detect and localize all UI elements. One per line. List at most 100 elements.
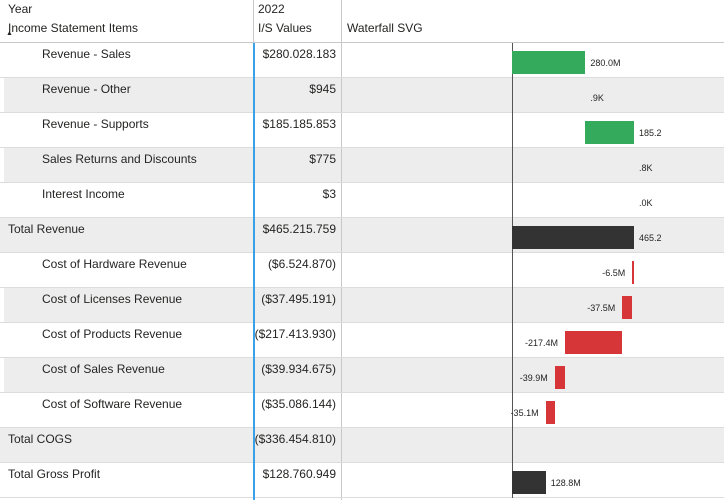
waterfall-cell: 465.2 — [342, 218, 724, 253]
table-row[interactable]: Interest Income $3 .0K — [0, 183, 724, 218]
waterfall-bar — [545, 401, 555, 424]
table-row[interactable]: Cost of Products Revenue ($217.413.930) -2… — [0, 323, 724, 358]
table-row[interactable]: Total Gross Profit $128.760.949 128.8M — [0, 463, 724, 498]
row-value: $465.215.759 — [262, 222, 336, 236]
waterfall-data-label: .8K — [639, 163, 653, 173]
waterfall-bar — [622, 296, 633, 319]
year-label: Year — [8, 2, 33, 16]
row-background — [4, 78, 253, 112]
waterfall-bar — [512, 51, 586, 74]
column-divider[interactable] — [341, 0, 342, 500]
selection-highlight-line — [253, 43, 255, 500]
table-row[interactable]: Sales Returns and Discounts $775 .8K — [0, 148, 724, 183]
table-row[interactable]: Total Revenue $465.215.759 465.2 — [0, 218, 724, 253]
row-value: ($336.454.810) — [254, 432, 336, 446]
waterfall-bar — [565, 331, 623, 354]
waterfall-data-label: 128.8M — [550, 478, 581, 488]
waterfall-cell: -35.1M — [342, 393, 724, 428]
row-background — [342, 148, 724, 182]
row-background — [254, 288, 341, 322]
waterfall-cell: -39.9M — [342, 358, 724, 393]
waterfall-data-label: 465.2 — [639, 233, 662, 243]
waterfall-data-label: -217.4M — [525, 338, 559, 348]
table-row[interactable]: Cost of Hardware Revenue ($6.524.870) -6.5… — [0, 253, 724, 288]
row-label: Revenue - Other — [42, 82, 131, 96]
sort-ascending-icon[interactable]: ▲ — [6, 30, 13, 37]
waterfall-bar — [632, 261, 635, 284]
waterfall-data-label: -35.1M — [510, 408, 539, 418]
waterfall-cell: -6.5M — [342, 253, 724, 288]
table-row[interactable]: Total COGS ($336.454.810) — [0, 428, 724, 463]
row-background — [342, 428, 724, 462]
row-background — [254, 218, 341, 252]
waterfall-data-label: .9K — [590, 93, 604, 103]
row-label: Revenue - Sales — [42, 47, 131, 61]
waterfall-axis — [512, 253, 513, 288]
waterfall-bar — [554, 366, 566, 389]
row-value: $128.760.949 — [262, 467, 336, 481]
table-row[interactable]: Cost of Licenses Revenue ($37.495.191) -37… — [0, 288, 724, 323]
waterfall-data-label: -37.5M — [587, 303, 616, 313]
waterfall-bar — [585, 121, 634, 144]
row-value: ($35.086.144) — [261, 397, 336, 411]
waterfall-data-label: .0K — [639, 198, 653, 208]
table-row[interactable]: Cost of Sales Revenue ($39.934.675) -39.9M — [0, 358, 724, 393]
column-header-values[interactable]: I/S Values — [258, 21, 312, 35]
row-background — [4, 358, 253, 392]
table-row[interactable]: Revenue - Supports $185.185.853 185.2 — [0, 113, 724, 148]
row-background — [0, 218, 253, 252]
row-label: Interest Income — [42, 187, 125, 201]
header-row-year: Year 2022 — [0, 0, 724, 18]
year-value: 2022 — [258, 2, 285, 16]
waterfall-bar — [512, 471, 546, 494]
row-label: Cost of Software Revenue — [42, 397, 183, 411]
waterfall-axis — [512, 393, 513, 428]
row-background — [342, 288, 724, 322]
row-value: $775 — [309, 152, 336, 166]
row-label: Sales Returns and Discounts — [42, 152, 197, 166]
waterfall-data-label: -6.5M — [602, 268, 626, 278]
waterfall-axis — [512, 428, 513, 463]
table-row[interactable]: Revenue - Other $945 .9K — [0, 78, 724, 113]
row-label: Total COGS — [8, 432, 73, 446]
waterfall-cell: .0K — [342, 183, 724, 218]
column-header-waterfall[interactable]: Waterfall SVG — [347, 21, 423, 35]
row-background — [254, 428, 341, 462]
waterfall-axis — [512, 183, 513, 218]
row-value: ($37.495.191) — [261, 292, 336, 306]
row-background — [254, 78, 341, 112]
waterfall-bar — [512, 226, 634, 249]
row-label: Cost of Hardware Revenue — [42, 257, 187, 271]
row-value: ($217.413.930) — [254, 327, 336, 341]
waterfall-cell: 185.2 — [342, 113, 724, 148]
waterfall-cell: 280.0M — [342, 43, 724, 78]
waterfall-axis — [512, 148, 513, 183]
header-row-columns: Income Statement Items I/S Values Waterf… — [0, 18, 724, 43]
row-value: $280.028.183 — [262, 47, 336, 61]
row-background — [0, 428, 253, 462]
waterfall-axis — [512, 78, 513, 113]
row-background — [4, 148, 253, 182]
waterfall-axis — [512, 113, 513, 148]
waterfall-cell: 128.8M — [342, 463, 724, 498]
row-label: Cost of Products Revenue — [42, 327, 183, 341]
row-background — [342, 358, 724, 392]
table-row[interactable]: Cost of Software Revenue ($35.086.144) -35… — [0, 393, 724, 428]
waterfall-data-label: 185.2 — [638, 128, 662, 138]
row-value: $185.185.853 — [262, 117, 336, 131]
row-background — [254, 358, 341, 392]
waterfall-axis — [512, 323, 513, 358]
waterfall-axis — [512, 288, 513, 323]
waterfall-cell: -217.4M — [342, 323, 724, 358]
column-header-items[interactable]: Income Statement Items — [8, 21, 139, 35]
row-value: ($39.934.675) — [261, 362, 336, 376]
row-label: Total Revenue — [8, 222, 85, 236]
waterfall-cell: .8K — [342, 148, 724, 183]
row-value: $945 — [309, 82, 336, 96]
row-value: $3 — [322, 187, 336, 201]
table-row[interactable]: Revenue - Sales $280.028.183 280.0M — [0, 43, 724, 78]
row-value: ($6.524.870) — [267, 257, 336, 271]
row-label: Cost of Sales Revenue — [42, 362, 165, 376]
waterfall-cell — [342, 428, 724, 463]
row-background — [342, 78, 724, 112]
